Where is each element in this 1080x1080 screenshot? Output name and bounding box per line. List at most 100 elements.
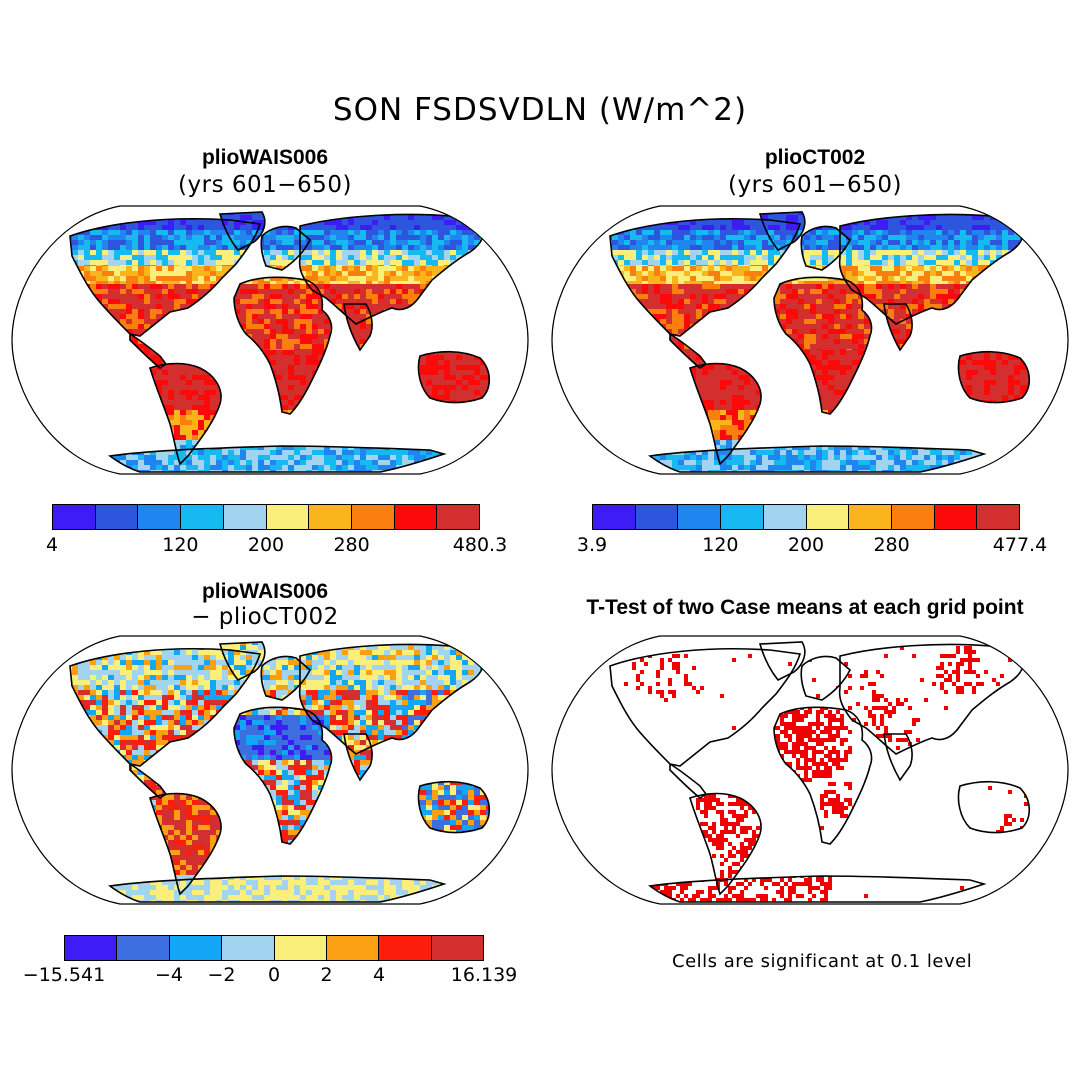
- map-cell: [390, 235, 396, 240]
- map-cell: [54, 390, 60, 395]
- map-cell: [390, 220, 396, 225]
- map-cell: [384, 385, 390, 390]
- map-cell: [186, 405, 192, 410]
- map-cell: [72, 435, 78, 440]
- map-cell: [342, 365, 348, 370]
- map-cell: [510, 420, 516, 425]
- map-cell: [348, 450, 354, 455]
- map-cell: [408, 410, 414, 415]
- map-cell: [150, 435, 156, 440]
- map-cell: [108, 350, 114, 355]
- map-cell: [60, 350, 66, 355]
- map-cell: [30, 245, 36, 250]
- map-cell: [258, 445, 264, 450]
- map-cell: [360, 245, 366, 250]
- map-cell: [150, 400, 156, 405]
- map-cell: [144, 360, 150, 365]
- map-cell: [468, 360, 474, 365]
- map-cell: [180, 455, 186, 460]
- map-cell: [318, 445, 324, 450]
- map-cell: [366, 425, 372, 430]
- map-cell: [318, 370, 324, 375]
- map-cell: [318, 385, 324, 390]
- map-cell: [444, 250, 450, 255]
- map-cell: [246, 440, 252, 445]
- map-cell: [138, 309, 144, 314]
- map-cell: [510, 380, 516, 385]
- map-cell: [366, 271, 372, 276]
- map-cell: [150, 450, 156, 455]
- map-cell: [174, 276, 180, 281]
- map-cell: [210, 294, 216, 299]
- map-cell: [42, 440, 48, 445]
- map-cell: [222, 215, 228, 220]
- map-cell: [162, 440, 168, 445]
- map-cell: [288, 309, 294, 314]
- map-cell: [90, 339, 96, 344]
- map-cell: [174, 395, 180, 400]
- map-cell: [276, 334, 282, 339]
- map-cell: [432, 220, 438, 225]
- map-cell: [324, 260, 330, 265]
- map-cell: [426, 415, 432, 420]
- map-cell: [288, 215, 294, 220]
- map-cell: [516, 420, 522, 425]
- map-cell: [114, 405, 120, 410]
- map-cell: [120, 415, 126, 420]
- map-cell: [12, 455, 18, 460]
- map-cell: [186, 284, 192, 289]
- map-cell: [360, 215, 366, 220]
- map-cell: [36, 319, 42, 324]
- map-cell: [180, 349, 186, 354]
- map-cell: [72, 350, 78, 355]
- map-cell: [402, 380, 408, 385]
- map-cell: [510, 265, 516, 270]
- map-cell: [6, 255, 12, 260]
- map-cell: [24, 435, 30, 440]
- map-cell: [70, 425, 72, 430]
- map-cell: [222, 350, 228, 355]
- map-cell: [312, 339, 318, 344]
- map-cell: [78, 319, 84, 324]
- map-cell: [222, 370, 228, 375]
- map-cell: [78, 395, 84, 400]
- map-cell: [70, 355, 72, 360]
- map-cell: [228, 415, 234, 420]
- map-cell: [24, 455, 30, 460]
- map-cell: [288, 380, 294, 385]
- map-cell: [288, 319, 294, 324]
- map-cell: [432, 420, 438, 425]
- map-cell: [414, 339, 420, 344]
- map-cell: [330, 230, 336, 235]
- map-cell: [108, 212, 114, 215]
- map-cell: [480, 299, 486, 304]
- map-cell: [480, 319, 486, 324]
- map-cell: [414, 390, 420, 395]
- map-cell: [492, 460, 498, 465]
- map-cell: [282, 355, 288, 360]
- map-cell: [162, 420, 168, 425]
- map-cell: [444, 430, 450, 435]
- map-cell: [396, 276, 402, 281]
- map-cell: [120, 309, 126, 314]
- map-cell: [468, 334, 474, 339]
- map-cell: [522, 276, 528, 281]
- map-cell: [366, 360, 372, 365]
- map-cell: [312, 240, 318, 245]
- map-cell: [372, 304, 378, 309]
- map-cell: [486, 294, 490, 299]
- map-cell: [150, 390, 156, 395]
- map-cell: [306, 440, 312, 445]
- map-cell: [486, 250, 490, 255]
- map-cell: [288, 324, 294, 329]
- map-cell: [132, 405, 138, 410]
- map-cell: [486, 309, 490, 314]
- map-cell: [12, 430, 18, 435]
- map-cell: [114, 284, 120, 289]
- map-cell: [240, 455, 246, 460]
- map-cell: [120, 250, 126, 255]
- map-cell: [42, 375, 48, 380]
- map-cell: [48, 200, 54, 205]
- map-cell: [144, 410, 150, 415]
- map-cell: [474, 405, 480, 410]
